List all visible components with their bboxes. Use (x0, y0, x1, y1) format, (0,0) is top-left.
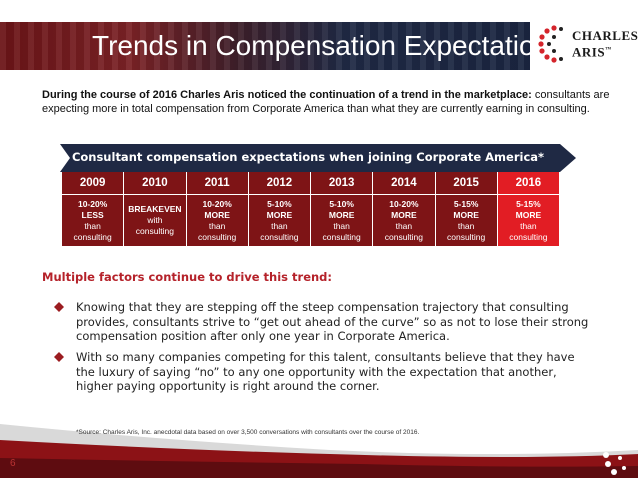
bullet-text: Knowing that they are stepping off the s… (76, 300, 589, 343)
page-title: Trends in Compensation Expectations (92, 30, 530, 61)
year-header-row: 2009 2010 2011 2012 2013 2014 2015 2016 (62, 172, 560, 194)
title-banner: Trends in Compensation Expectations (0, 22, 530, 70)
year-header: 2012 (248, 172, 311, 194)
expectation-row: 10-20% LESS than consulting BREAKEVEN with co… (62, 194, 560, 246)
bullet-text: With so many companies competing for thi… (76, 350, 575, 393)
year-header: 2015 (435, 172, 498, 194)
page-number: 6 (10, 458, 16, 469)
logo-text-line2: ARIS™ (572, 44, 612, 60)
year-header: 2011 (186, 172, 249, 194)
intro-text: consultants are expecting more in total … (42, 89, 610, 115)
table-banner: Consultant compensation expectations whe… (60, 144, 576, 172)
table-cell: 5-10% MORE than consulting (311, 194, 374, 246)
intro-paragraph: During the course of 2016 Charles Aris n… (42, 88, 612, 116)
table-cell: 10-20% MORE than consulting (186, 194, 249, 246)
year-header: 2014 (373, 172, 436, 194)
table-cell: 5-15% MORE than consulting (435, 194, 498, 246)
logo-dots-icon (538, 25, 563, 63)
table-cell: BREAKEVEN with consulting (124, 194, 187, 246)
section-subheading: Multiple factors continue to drive this … (42, 270, 333, 284)
logo-text-line1: CHARLES (572, 28, 638, 43)
year-header: 2013 (311, 172, 374, 194)
source-footnote: *Source: Charles Aris, Inc. anecdotal da… (76, 429, 420, 436)
footer-decoration (0, 424, 638, 478)
banner-texture (0, 22, 530, 70)
banner-arrow-shape (60, 144, 576, 172)
table-banner-label: Consultant compensation expectations whe… (71, 150, 545, 164)
table-cell: 10-20% LESS than consulting (62, 194, 125, 246)
bullet-item: With so many companies competing for thi… (54, 350, 594, 394)
company-logo: CHARLES ARIS™ (538, 24, 638, 68)
footer-dots-icon (603, 435, 626, 475)
year-header: 2009 (62, 172, 125, 194)
intro-bold: During the course of 2016 Charles Aris n… (42, 89, 532, 101)
year-header: 2010 (124, 172, 187, 194)
table-cell: 5-10% MORE than consulting (248, 194, 311, 246)
diamond-bullet-icon (54, 302, 64, 312)
diamond-bullet-icon (54, 352, 64, 362)
compensation-table: 2009 2010 2011 2012 2013 2014 2015 2016 … (62, 172, 560, 246)
table-cell: 10-20% MORE than consulting (373, 194, 436, 246)
table-cell-highlight: 5-15% MORE than consulting (497, 194, 560, 246)
year-header-highlight: 2016 (497, 172, 560, 194)
bullet-item: Knowing that they are stepping off the s… (54, 300, 594, 344)
